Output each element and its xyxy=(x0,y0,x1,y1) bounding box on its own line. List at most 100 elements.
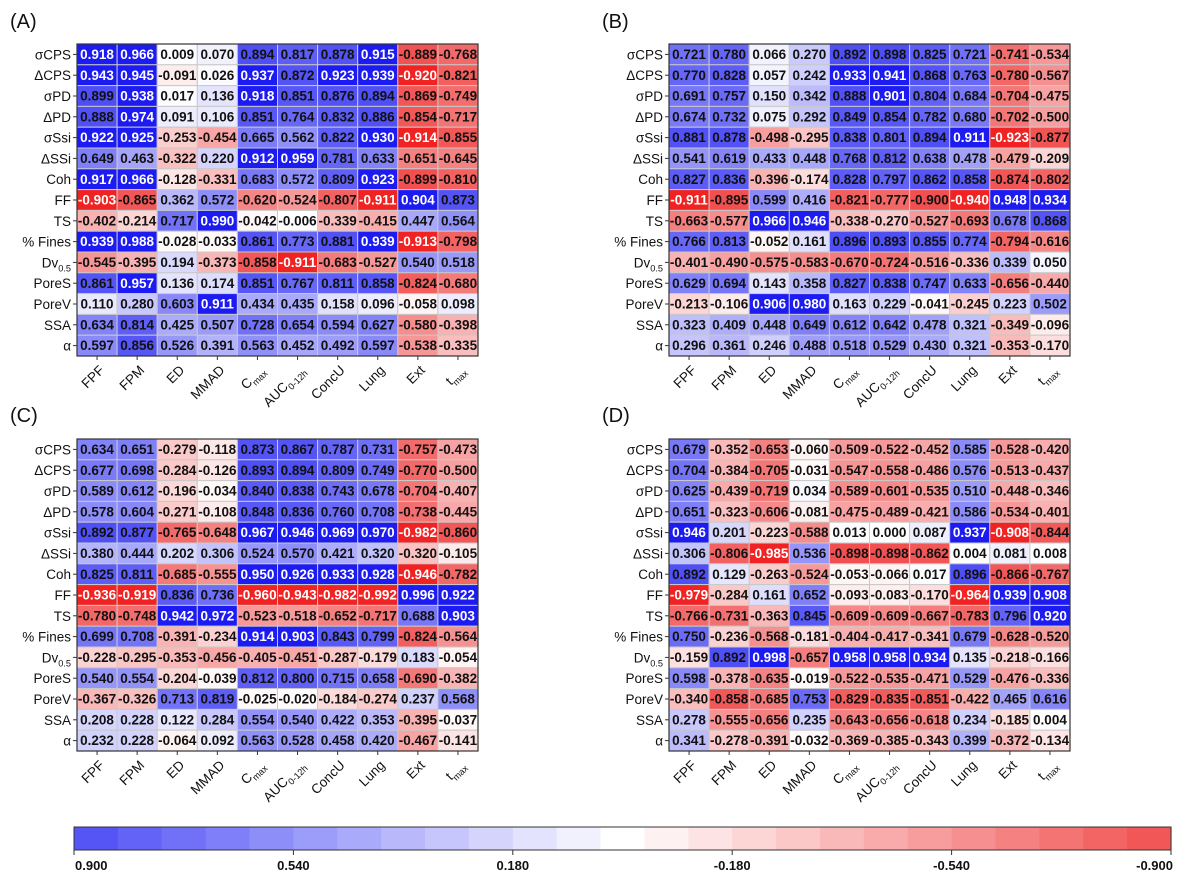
cell-value-label: 0.804 xyxy=(913,89,947,104)
cell-value-label: -0.911 xyxy=(670,193,708,208)
cell-value-label: 0.892 xyxy=(80,525,114,540)
cell-value-label: 0.098 xyxy=(441,297,475,312)
cell-value-label: -0.440 xyxy=(1031,276,1069,291)
cell-value-label: 0.809 xyxy=(321,463,355,478)
cell-value-label: 0.050 xyxy=(1033,255,1067,270)
cell-value-label: 0.862 xyxy=(913,172,947,187)
cell-value-label: 0.812 xyxy=(873,151,907,166)
cell-value-label: 0.554 xyxy=(241,712,275,727)
cell-value-label: -0.690 xyxy=(399,671,437,686)
cell-value-label: 0.353 xyxy=(361,712,395,727)
col-label: ED xyxy=(755,362,779,386)
cell-value-label: 0.619 xyxy=(712,151,746,166)
cell-value-label: 0.416 xyxy=(792,193,826,208)
cell-value-label: 0.649 xyxy=(80,151,114,166)
cell-value-label: -0.821 xyxy=(830,193,869,208)
row-label: % Fines xyxy=(614,630,663,645)
cell-value-label: 0.906 xyxy=(752,297,786,312)
colorbar-segment xyxy=(644,827,689,850)
cell-value-label: -0.807 xyxy=(319,193,357,208)
cell-value-label: -0.717 xyxy=(439,109,477,124)
cell-value-label: 0.966 xyxy=(120,47,154,62)
cell-value-label: 0.598 xyxy=(672,671,706,686)
cell-value-label: 0.988 xyxy=(120,234,154,249)
row-label: FF xyxy=(647,588,664,603)
cell-value-label: 0.463 xyxy=(120,151,154,166)
col-label: Cmax xyxy=(238,362,270,394)
col-label: FPF xyxy=(79,363,108,392)
col-label: FPF xyxy=(671,758,700,787)
cell-value-label: 0.540 xyxy=(80,671,114,686)
cell-value-label: -0.066 xyxy=(870,567,909,582)
cell-value-label: 0.529 xyxy=(873,338,907,353)
cell-value-label: 0.911 xyxy=(201,297,235,312)
cell-value-label: 0.399 xyxy=(953,733,987,748)
row-label: PoreS xyxy=(625,671,663,686)
cell-value-label: -0.620 xyxy=(238,193,276,208)
cell-value-label: -0.033 xyxy=(198,234,237,249)
cell-value-label: -0.405 xyxy=(238,650,277,665)
row-label: ΔPD xyxy=(43,110,71,125)
col-label: Cmax xyxy=(830,757,862,789)
cell-value-label: 0.861 xyxy=(241,234,275,249)
cell-value-label: -0.184 xyxy=(319,692,358,707)
col-label: Cmax xyxy=(830,362,862,394)
cell-value-label: 0.026 xyxy=(200,68,234,83)
cell-value-label: -0.731 xyxy=(710,608,749,623)
cell-value-label: 0.828 xyxy=(712,68,746,83)
col-label: Cmax xyxy=(238,757,270,789)
cell-value-label: -0.336 xyxy=(1031,671,1070,686)
cell-value-label: -0.535 xyxy=(911,484,950,499)
row-label: σSsi xyxy=(44,131,71,146)
cell-value-label: 0.937 xyxy=(953,525,987,540)
cell-value-label: 0.122 xyxy=(160,712,194,727)
cell-value-label: -0.486 xyxy=(911,463,950,478)
cell-value-label: -0.343 xyxy=(911,733,950,748)
cell-value-label: -0.346 xyxy=(1031,484,1070,499)
cell-value-label: 0.612 xyxy=(833,317,867,332)
cell-value-label: -0.564 xyxy=(439,629,478,644)
cell-value-label: -0.749 xyxy=(439,89,477,104)
cell-value-label: -0.609 xyxy=(870,608,908,623)
col-label: MMAD xyxy=(188,757,228,797)
cell-value-label: -0.919 xyxy=(118,588,156,603)
cell-value-label: 0.604 xyxy=(120,504,154,519)
col-label: AUC0-12h xyxy=(260,758,309,807)
row-label: SSA xyxy=(636,713,663,728)
cell-value-label: 0.589 xyxy=(80,484,114,499)
cell-value-label: 0.969 xyxy=(321,525,355,540)
cell-value-label: 0.970 xyxy=(361,525,395,540)
colorbar-tick-label: 0.540 xyxy=(277,858,310,873)
cell-value-label: -0.765 xyxy=(158,525,197,540)
cell-value-label: -0.534 xyxy=(991,504,1030,519)
cell-value-label: 0.292 xyxy=(792,109,826,124)
cell-value-label: -0.331 xyxy=(198,172,237,187)
colorbar-segment xyxy=(161,827,207,850)
row-label: TS xyxy=(646,214,663,229)
cell-value-label: 0.828 xyxy=(833,172,867,187)
cell-value-label: 0.507 xyxy=(200,317,234,332)
cell-value-label: -0.844 xyxy=(1031,525,1070,540)
cell-value-label: 0.893 xyxy=(873,234,907,249)
colorbar-segment xyxy=(600,827,646,850)
col-label: ConcU xyxy=(900,758,940,798)
cell-value-label: 0.945 xyxy=(120,68,154,83)
row-label: α xyxy=(63,339,71,354)
row-label: PoreS xyxy=(33,671,71,686)
cell-value-label: 0.894 xyxy=(913,130,947,145)
cell-value-label: 0.201 xyxy=(712,525,746,540)
cell-value-label: 0.321 xyxy=(953,317,987,332)
cell-value-label: 0.878 xyxy=(712,130,746,145)
col-label: MMAD xyxy=(780,362,820,402)
row-label: TS xyxy=(54,214,71,229)
cell-value-label: 0.684 xyxy=(953,89,987,104)
colorbar-segment xyxy=(117,827,163,850)
cell-value-label: -0.228 xyxy=(78,650,117,665)
cell-value-label: -0.738 xyxy=(399,504,438,519)
cell-value-label: 0.812 xyxy=(241,671,275,686)
cell-value-label: -0.794 xyxy=(991,234,1030,249)
colorbar: 0.900 0.540 0.180 -0.180 -0.540 -0.900 xyxy=(73,826,1173,873)
cell-value-label: 0.541 xyxy=(672,151,706,166)
cell-value-label: 0.096 xyxy=(361,297,395,312)
cell-value-label: 0.642 xyxy=(873,317,907,332)
